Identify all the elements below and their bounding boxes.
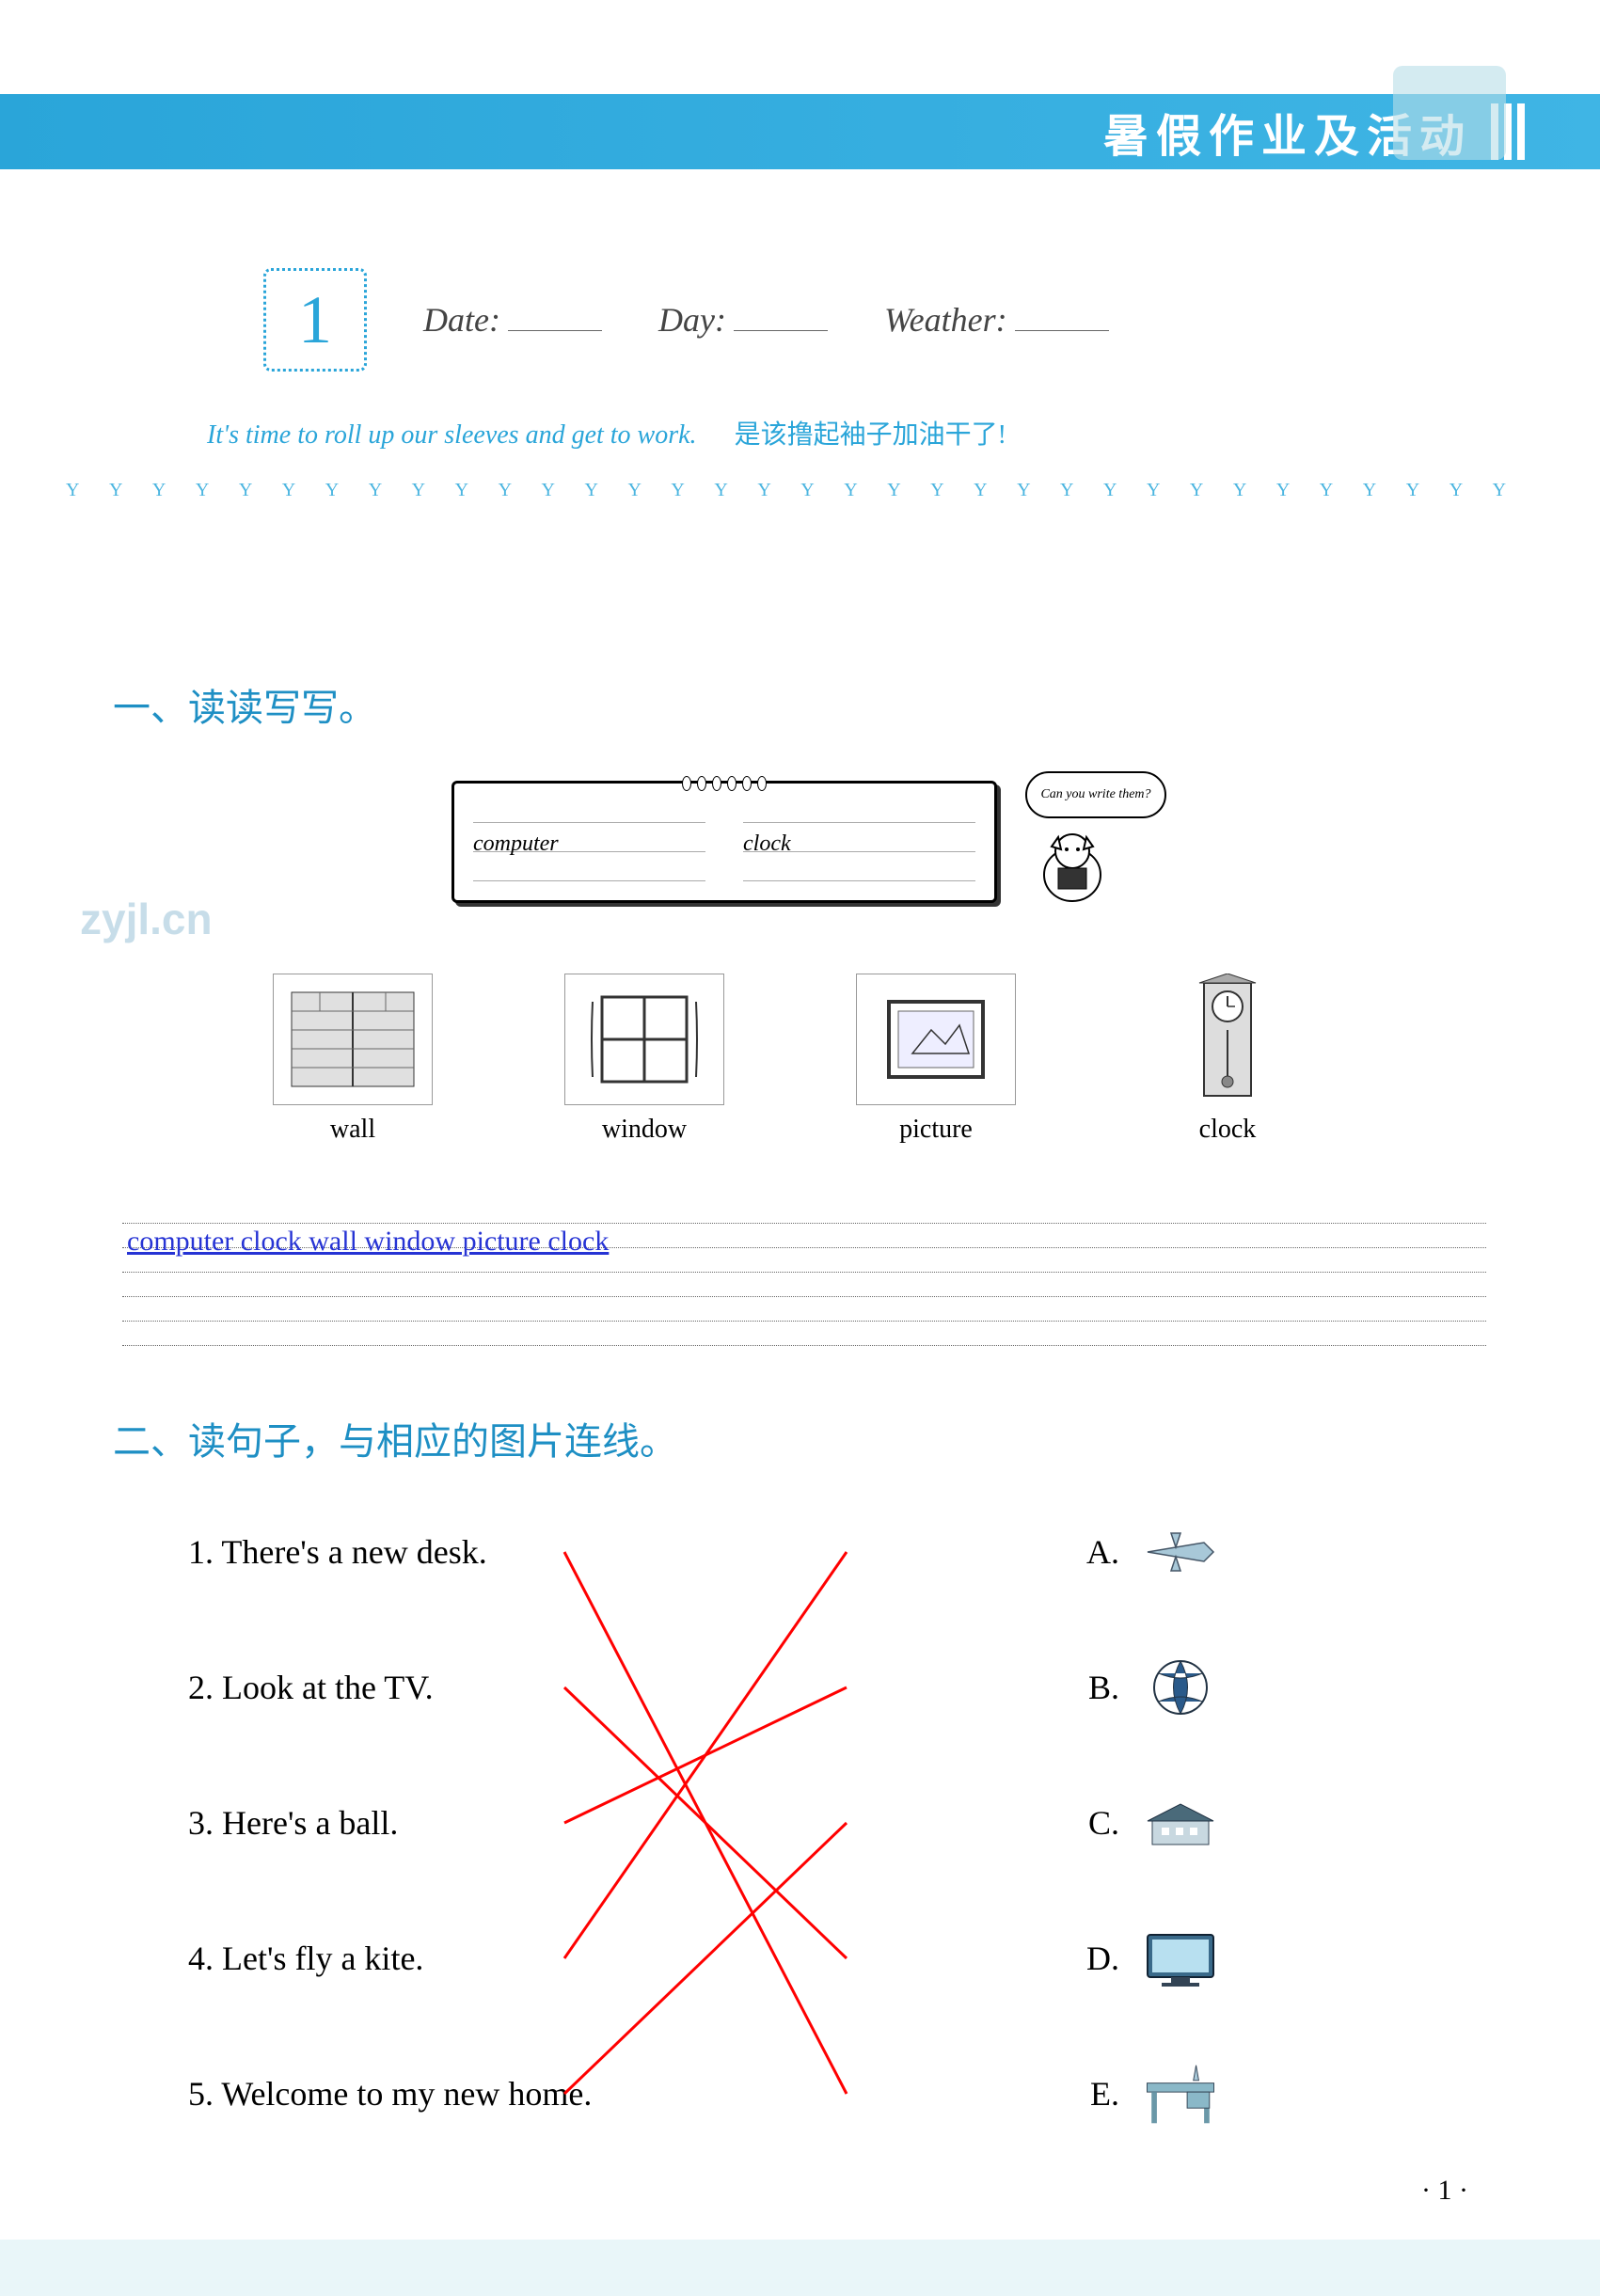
desk-icon <box>1138 2056 1223 2131</box>
image-items-row: wall window picture <box>273 974 1307 1145</box>
image-item-window: window <box>564 974 724 1145</box>
notebook-icon: computer clock <box>451 781 997 903</box>
picture-label: picture <box>899 1115 973 1145</box>
weather-blank[interactable] <box>1015 330 1109 331</box>
day-label: Day: <box>658 300 828 340</box>
date-blank[interactable] <box>508 330 602 331</box>
match-option-d: D. <box>1086 1921 1223 1996</box>
match-sentence-1: 1. There's a new desk. <box>188 1532 487 1572</box>
ball-icon <box>1138 1650 1223 1725</box>
notebook-right-page: clock <box>724 784 994 900</box>
match-row-5: 5. Welcome to my new home. E. <box>188 2028 1223 2160</box>
section-2-title: 二、读句子，与相应的图片连线。 <box>113 1420 677 1463</box>
matching-area: 1. There's a new desk. A. 2. Look at the… <box>188 1486 1223 2163</box>
day-blank[interactable] <box>734 330 828 331</box>
image-item-wall: wall <box>273 974 433 1145</box>
picture-icon <box>856 974 1016 1105</box>
bottom-tint <box>0 2240 1600 2296</box>
date-label: Date: <box>423 300 602 340</box>
writing-lines[interactable] <box>122 1199 1486 1346</box>
day-number-box: 1 <box>263 268 367 372</box>
image-item-clock: clock <box>1148 974 1307 1145</box>
cat-icon <box>1025 823 1119 908</box>
notebook-left-page: computer <box>454 784 724 900</box>
match-row-4: 4. Let's fly a kite. D. <box>188 1892 1223 2024</box>
wall-label: wall <box>330 1115 375 1145</box>
answer-text: computer clock wall window picture clock <box>127 1226 609 1258</box>
page-number: · 1 · <box>1421 2175 1468 2207</box>
header-banner: 暑假作业及活动 <box>0 94 1600 169</box>
match-row-1: 1. There's a new desk. A. <box>188 1486 1223 1618</box>
divider-pattern: Y Y Y Y Y Y Y Y Y Y Y Y Y Y Y Y Y Y Y Y … <box>66 480 1533 501</box>
image-item-picture: picture <box>856 974 1016 1145</box>
day-header: 1 Date: Day: Weather: <box>263 263 1486 376</box>
match-option-c: C. <box>1088 1785 1223 1861</box>
speech-bubble: Can you write them? <box>1025 771 1166 818</box>
match-row-2: 2. Look at the TV. B. <box>188 1622 1223 1753</box>
match-sentence-5: 5. Welcome to my new home. <box>188 2074 592 2114</box>
house-icon <box>1138 1785 1223 1861</box>
match-sentence-4: 4. Let's fly a kite. <box>188 1939 423 1978</box>
notebook-area: computer clock Can you write them? <box>348 762 1289 922</box>
section-2: 二、读句子，与相应的图片连线。 <box>113 1411 677 1465</box>
motto-chinese: 是该撸起袖子加油干了! <box>735 414 1006 451</box>
banner-decoration-icon <box>1393 66 1506 160</box>
section-1-title: 一、读读写写。 <box>113 687 376 729</box>
match-sentence-3: 3. Here's a ball. <box>188 1803 398 1843</box>
notebook-spiral <box>682 776 767 791</box>
motto-row: It's time to roll up our sleeves and get… <box>207 414 1524 451</box>
clock-icon <box>1148 974 1307 1105</box>
match-sentence-2: 2. Look at the TV. <box>188 1668 434 1707</box>
weather-label: Weather: <box>884 300 1109 340</box>
tv-icon <box>1138 1921 1223 1996</box>
watermark-text: zyjl.cn <box>80 894 213 944</box>
wall-icon <box>273 974 433 1105</box>
window-label: window <box>602 1115 687 1145</box>
match-option-e: E. <box>1090 2056 1223 2131</box>
cat-mascot: Can you write them? <box>1025 771 1185 912</box>
window-icon <box>564 974 724 1105</box>
plane-icon <box>1138 1514 1223 1590</box>
day-number: 1 <box>298 281 332 359</box>
section-1: 一、读读写写。 <box>113 677 376 732</box>
motto-english: It's time to roll up our sleeves and get… <box>207 420 697 451</box>
match-option-a: A. <box>1086 1514 1223 1590</box>
match-option-b: B. <box>1088 1650 1223 1725</box>
match-row-3: 3. Here's a ball. C. <box>188 1757 1223 1889</box>
clock-label: clock <box>1199 1115 1257 1145</box>
